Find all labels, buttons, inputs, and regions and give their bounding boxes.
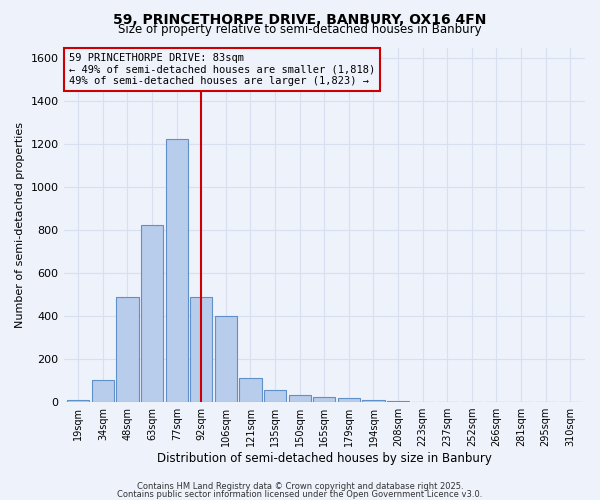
Bar [92, 380, 114, 402]
Bar [313, 396, 335, 402]
Bar [264, 390, 286, 402]
Bar [141, 225, 163, 402]
Bar [289, 394, 311, 402]
Text: 59, PRINCETHORPE DRIVE, BANBURY, OX16 4FN: 59, PRINCETHORPE DRIVE, BANBURY, OX16 4F… [113, 12, 487, 26]
Bar [67, 400, 89, 402]
X-axis label: Distribution of semi-detached houses by size in Banbury: Distribution of semi-detached houses by … [157, 452, 492, 465]
Y-axis label: Number of semi-detached properties: Number of semi-detached properties [15, 122, 25, 328]
Bar [166, 139, 188, 402]
Text: 59 PRINCETHORPE DRIVE: 83sqm
← 49% of semi-detached houses are smaller (1,818)
4: 59 PRINCETHORPE DRIVE: 83sqm ← 49% of se… [69, 53, 375, 86]
Bar [190, 297, 212, 402]
Bar [215, 316, 237, 402]
Text: Contains public sector information licensed under the Open Government Licence v3: Contains public sector information licen… [118, 490, 482, 499]
Text: Contains HM Land Registry data © Crown copyright and database right 2025.: Contains HM Land Registry data © Crown c… [137, 482, 463, 491]
Bar [116, 297, 139, 402]
Bar [239, 378, 262, 402]
Bar [362, 400, 385, 402]
Bar [338, 398, 360, 402]
Text: Size of property relative to semi-detached houses in Banbury: Size of property relative to semi-detach… [118, 22, 482, 36]
